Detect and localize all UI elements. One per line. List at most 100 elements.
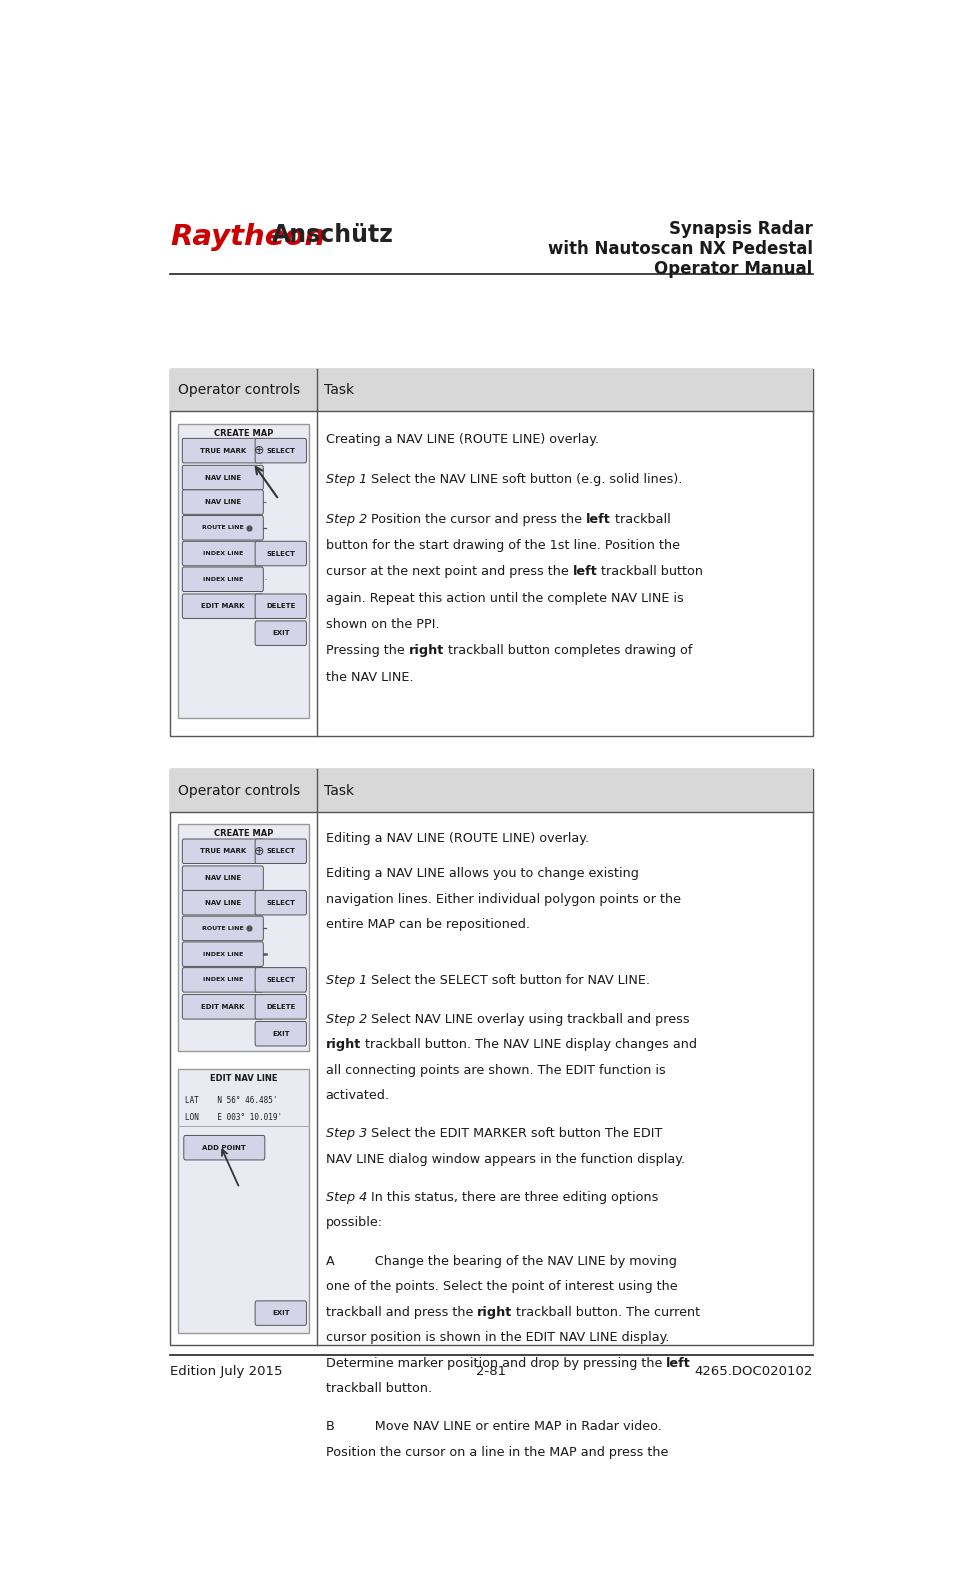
Text: button for the start drawing of the 1st line. Position the: button for the start drawing of the 1st … bbox=[326, 539, 680, 552]
FancyBboxPatch shape bbox=[255, 967, 307, 993]
Text: Step 2: Step 2 bbox=[326, 1012, 367, 1026]
Bar bbox=[171, 768, 812, 1344]
Text: B          Move NAV LINE or entire MAP in Radar video.: B Move NAV LINE or entire MAP in Radar v… bbox=[326, 1421, 662, 1433]
Text: Select NAV LINE overlay using trackball and press: Select NAV LINE overlay using trackball … bbox=[367, 1012, 690, 1026]
Text: Select the SELECT soft button for NAV LINE.: Select the SELECT soft button for NAV LI… bbox=[367, 974, 650, 988]
Bar bbox=[177, 423, 310, 718]
Bar bbox=[171, 768, 812, 811]
Text: TRUE MARK: TRUE MARK bbox=[199, 848, 246, 854]
FancyBboxPatch shape bbox=[255, 541, 307, 566]
Text: Step 2: Step 2 bbox=[326, 512, 367, 525]
Text: Select the EDIT MARKER soft button The EDIT: Select the EDIT MARKER soft button The E… bbox=[367, 1126, 663, 1141]
FancyBboxPatch shape bbox=[182, 891, 264, 915]
Bar bbox=[171, 369, 812, 412]
FancyBboxPatch shape bbox=[255, 994, 307, 1020]
Text: Synapsis Radar: Synapsis Radar bbox=[668, 220, 812, 239]
Text: again. Repeat this action until the complete NAV LINE is: again. Repeat this action until the comp… bbox=[326, 592, 684, 605]
Text: Creating a NAV LINE (ROUTE LINE) overlay.: Creating a NAV LINE (ROUTE LINE) overlay… bbox=[326, 433, 598, 447]
Text: A          Change the bearing of the NAV LINE by moving: A Change the bearing of the NAV LINE by … bbox=[326, 1255, 677, 1268]
Text: INDEX LINE: INDEX LINE bbox=[202, 977, 243, 982]
Bar bbox=[171, 369, 812, 737]
Text: DELETE: DELETE bbox=[266, 1004, 295, 1010]
Text: ⊕: ⊕ bbox=[254, 845, 265, 858]
Text: Task: Task bbox=[324, 383, 355, 398]
FancyBboxPatch shape bbox=[255, 1301, 307, 1325]
Text: cursor at the next point and press the: cursor at the next point and press the bbox=[326, 565, 573, 578]
Text: Determine marker position and drop by pressing the: Determine marker position and drop by pr… bbox=[326, 1357, 667, 1370]
Text: Step 1: Step 1 bbox=[326, 974, 367, 988]
Text: trackball button completes drawing of: trackball button completes drawing of bbox=[444, 644, 692, 657]
Text: Task: Task bbox=[324, 784, 355, 797]
Text: Position the cursor and press the: Position the cursor and press the bbox=[367, 512, 586, 525]
FancyBboxPatch shape bbox=[182, 465, 264, 490]
FancyBboxPatch shape bbox=[182, 942, 264, 966]
Text: NAV LINE: NAV LINE bbox=[205, 899, 241, 905]
Bar bbox=[177, 1069, 310, 1333]
FancyBboxPatch shape bbox=[255, 439, 307, 463]
Text: NAV LINE dialog window appears in the function display.: NAV LINE dialog window appears in the fu… bbox=[326, 1153, 685, 1166]
Text: Step 4: Step 4 bbox=[326, 1192, 367, 1204]
Text: 2-81: 2-81 bbox=[477, 1365, 506, 1378]
Text: trackball and press the: trackball and press the bbox=[326, 1306, 478, 1319]
Text: DELETE: DELETE bbox=[266, 603, 295, 609]
Text: ROUTE LINE: ROUTE LINE bbox=[202, 525, 244, 530]
Text: possible:: possible: bbox=[326, 1217, 383, 1230]
Text: navigation lines. Either individual polygon points or the: navigation lines. Either individual poly… bbox=[326, 893, 681, 905]
FancyBboxPatch shape bbox=[182, 838, 264, 864]
FancyBboxPatch shape bbox=[182, 866, 264, 891]
Text: EDIT MARK: EDIT MARK bbox=[201, 1004, 245, 1010]
Text: Operator controls: Operator controls bbox=[177, 383, 300, 398]
Text: activated.: activated. bbox=[326, 1088, 389, 1103]
Text: trackball button. The current: trackball button. The current bbox=[512, 1306, 700, 1319]
Text: right: right bbox=[409, 644, 444, 657]
Text: entire MAP can be repositioned.: entire MAP can be repositioned. bbox=[326, 918, 529, 931]
Text: ADD POINT: ADD POINT bbox=[202, 1144, 246, 1150]
FancyBboxPatch shape bbox=[255, 620, 307, 646]
Text: Editing a NAV LINE allows you to change existing: Editing a NAV LINE allows you to change … bbox=[326, 867, 639, 880]
Text: EXIT: EXIT bbox=[272, 1309, 290, 1316]
Text: SELECT: SELECT bbox=[267, 550, 295, 557]
Text: with Nautoscan NX Pedestal: with Nautoscan NX Pedestal bbox=[548, 240, 812, 258]
FancyBboxPatch shape bbox=[255, 891, 307, 915]
Text: the NAV LINE.: the NAV LINE. bbox=[326, 670, 413, 684]
Text: Step 3: Step 3 bbox=[326, 1126, 367, 1141]
Text: trackball button: trackball button bbox=[597, 565, 703, 578]
FancyBboxPatch shape bbox=[255, 838, 307, 864]
Text: EXIT: EXIT bbox=[272, 630, 290, 636]
Text: SELECT: SELECT bbox=[267, 447, 295, 453]
Text: left: left bbox=[586, 512, 611, 525]
FancyBboxPatch shape bbox=[182, 515, 264, 539]
Text: left: left bbox=[667, 1357, 690, 1370]
Text: trackball button.: trackball button. bbox=[326, 1383, 432, 1395]
Text: Anschütz: Anschütz bbox=[272, 223, 394, 247]
FancyBboxPatch shape bbox=[182, 439, 264, 463]
Text: all connecting points are shown. The EDIT function is: all connecting points are shown. The EDI… bbox=[326, 1063, 666, 1077]
Text: EXIT: EXIT bbox=[272, 1031, 290, 1037]
Text: Edition July 2015: Edition July 2015 bbox=[171, 1365, 283, 1378]
Text: SELECT: SELECT bbox=[267, 977, 295, 983]
Text: INDEX LINE: INDEX LINE bbox=[202, 951, 243, 956]
Text: shown on the PPI.: shown on the PPI. bbox=[326, 617, 439, 632]
FancyBboxPatch shape bbox=[182, 916, 264, 940]
FancyBboxPatch shape bbox=[182, 566, 264, 592]
FancyBboxPatch shape bbox=[182, 541, 264, 566]
FancyBboxPatch shape bbox=[182, 994, 264, 1020]
Text: Operator controls: Operator controls bbox=[177, 784, 300, 797]
Text: trackball: trackball bbox=[611, 512, 670, 525]
Text: right: right bbox=[478, 1306, 512, 1319]
FancyBboxPatch shape bbox=[184, 1136, 265, 1160]
Text: Editing a NAV LINE (ROUTE LINE) overlay.: Editing a NAV LINE (ROUTE LINE) overlay. bbox=[326, 832, 589, 845]
Text: right: right bbox=[326, 1037, 361, 1052]
Text: EDIT NAV LINE: EDIT NAV LINE bbox=[210, 1074, 277, 1083]
Text: left: left bbox=[573, 565, 597, 578]
Text: LON    E 003° 10.019': LON E 003° 10.019' bbox=[185, 1114, 282, 1122]
FancyBboxPatch shape bbox=[182, 593, 264, 619]
Text: Raytheon: Raytheon bbox=[171, 223, 326, 251]
Text: 4265.DOC020102: 4265.DOC020102 bbox=[694, 1365, 812, 1378]
Text: Select the NAV LINE soft button (e.g. solid lines).: Select the NAV LINE soft button (e.g. so… bbox=[367, 473, 683, 485]
Text: INDEX LINE: INDEX LINE bbox=[202, 578, 243, 582]
Text: LAT    N 56° 46.485': LAT N 56° 46.485' bbox=[185, 1096, 278, 1106]
Text: cursor position is shown in the EDIT NAV LINE display.: cursor position is shown in the EDIT NAV… bbox=[326, 1332, 669, 1344]
Text: SELECT: SELECT bbox=[267, 848, 295, 854]
Text: Position the cursor on a line in the MAP and press the: Position the cursor on a line in the MAP… bbox=[326, 1446, 668, 1459]
